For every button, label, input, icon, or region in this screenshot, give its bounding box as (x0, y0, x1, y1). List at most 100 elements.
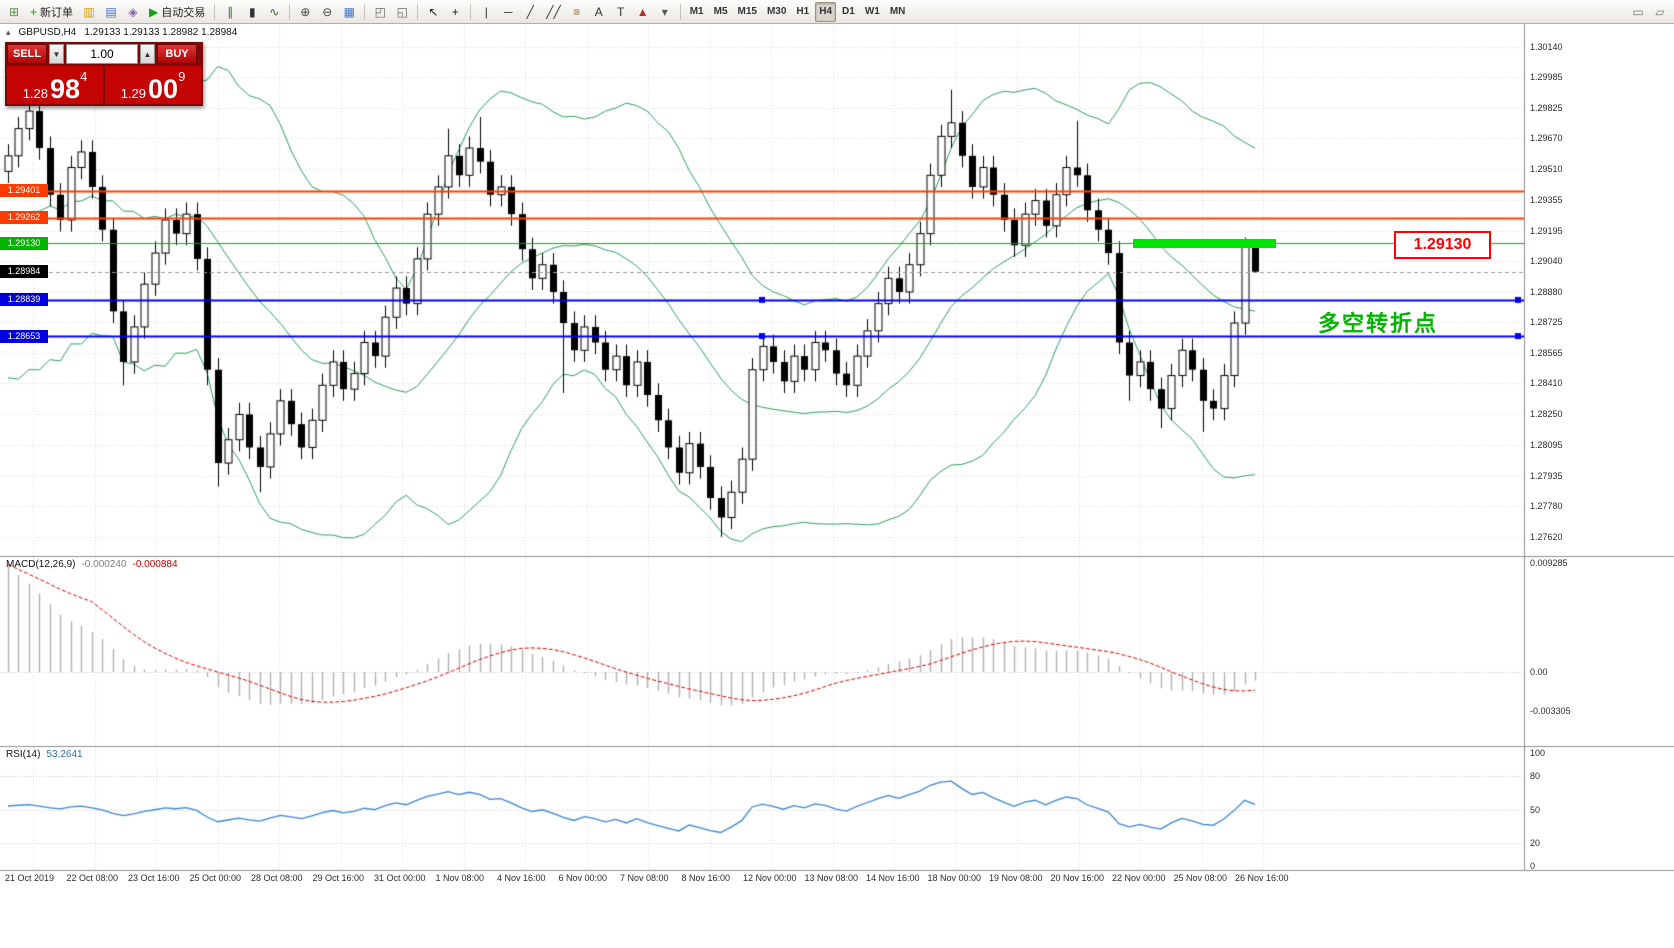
ohlc-bars-button[interactable]: ∥ (220, 2, 240, 22)
buy-button[interactable]: BUY (157, 44, 197, 64)
time-tick: 23 Oct 16:00 (128, 873, 180, 883)
trendline-button[interactable]: ╱ (520, 2, 540, 22)
crosshair-button[interactable]: + (445, 2, 465, 22)
price-tick: 1.29355 (1530, 194, 1563, 205)
price-callout-label[interactable]: 1.29130 (1394, 231, 1491, 259)
window-icon-button-2-icon: ▱ (1655, 4, 1665, 19)
time-tick: 8 Nov 16:00 (681, 873, 731, 883)
toolbar-separator (364, 3, 366, 20)
one-click-controls: SELL ▼ ▲ BUY (7, 44, 201, 64)
time-tick: 13 Nov 08:00 (804, 873, 859, 883)
sell-button[interactable]: SELL (7, 44, 47, 64)
timeframe-m5-button[interactable]: M5 (710, 2, 732, 22)
timeframe-m1-button[interactable]: M1 (686, 2, 708, 22)
text-button[interactable]: A (589, 2, 609, 22)
cascade-windows-button[interactable]: ◱ (392, 2, 412, 22)
trendline-icon: ╱ (526, 4, 534, 19)
auto-trading-label: 自动交易 (161, 6, 206, 19)
data-window-button[interactable]: ▤ (101, 2, 121, 22)
price-tick: 1.29510 (1530, 164, 1563, 175)
shapes-dropdown-button[interactable]: ▾ (655, 2, 675, 22)
new-chart-button[interactable]: ⊞ (4, 2, 24, 22)
price-tick: 1.27620 (1530, 531, 1563, 542)
macd-scale-tick: 0.00 (1530, 666, 1548, 677)
timeframe-h4-button[interactable]: H4 (815, 1, 837, 22)
text-label-button[interactable]: T (611, 2, 631, 22)
auto-scroll-button[interactable]: ▦ (339, 2, 359, 22)
sell-price[interactable]: 1.28 98 4 (7, 66, 103, 104)
new-chart-icon: ⊞ (8, 4, 20, 19)
toolbar-separator (470, 3, 472, 20)
timeframe-m30-button[interactable]: M30 (763, 2, 790, 22)
timeframe-d1-button[interactable]: D1 (838, 2, 859, 22)
auto-trading-button[interactable]: ▶ 自动交易 (145, 2, 209, 22)
price-tag: 1.28984 (0, 265, 48, 279)
line-chart-icon: ∿ (269, 4, 280, 19)
time-tick: 6 Nov 00:00 (558, 873, 608, 883)
price-tick: 1.28880 (1530, 286, 1563, 297)
tile-windows-button[interactable]: ◰ (370, 2, 390, 22)
price-tick: 1.30140 (1530, 41, 1563, 52)
time-tick: 1 Nov 08:00 (435, 873, 485, 883)
volume-decrement-button[interactable]: ▼ (49, 44, 64, 64)
horizontal-line-button[interactable]: ─ (498, 2, 518, 22)
timeframe-mn-button[interactable]: MN (886, 2, 910, 22)
macd-signal-value: -0.000884 (132, 559, 178, 570)
rsi-title: RSI(14) (6, 749, 41, 760)
market-watch-button[interactable]: ▥ (79, 2, 99, 22)
timeframe-w1-label: W1 (864, 6, 880, 17)
shapes-button[interactable]: ▲ (633, 2, 653, 22)
fibonacci-button[interactable]: ≡ (567, 2, 587, 22)
price-tag: 1.28653 (0, 329, 48, 343)
one-click-toggle-icon[interactable]: ▴ (6, 27, 11, 37)
price-tag: 1.29262 (0, 211, 48, 225)
market-watch-icon: ▥ (83, 4, 95, 19)
cn-annotation-text[interactable]: 多空转折点 (1318, 311, 1439, 336)
price-tick: 1.29040 (1530, 255, 1563, 266)
cursor-button[interactable]: ↖ (423, 2, 443, 22)
timeframe-h1-button[interactable]: H1 (792, 2, 813, 22)
volume-increment-button[interactable]: ▲ (140, 44, 155, 64)
timeframe-m15-button[interactable]: M15 (734, 2, 761, 22)
navigator-button[interactable]: ◈ (123, 2, 143, 22)
zoom-out-button[interactable]: ⊖ (317, 2, 337, 22)
channel-icon: ╱╱ (546, 4, 561, 19)
macd-main-value: -0.000240 (81, 559, 127, 570)
rsi-pane[interactable] (0, 747, 1524, 870)
window-icon-button-2[interactable]: ▱ (1650, 2, 1670, 22)
candlestick-button[interactable]: ▮ (242, 2, 262, 22)
macd-pane[interactable] (0, 557, 1524, 746)
volume-input[interactable] (66, 44, 138, 64)
auto-trading-icon: ▶ (149, 4, 159, 19)
zoom-in-icon: ⊕ (300, 4, 311, 19)
buy-price-pip: 9 (178, 69, 186, 84)
macd-title: MACD(12,26,9) (6, 559, 76, 570)
new-order-button[interactable]: + 新订单 (26, 2, 77, 22)
vertical-line-button[interactable]: | (476, 2, 496, 22)
window-icon-button-1[interactable]: ▭ (1628, 2, 1648, 22)
horizontal-line-icon: ─ (503, 4, 513, 19)
price-tick: 1.27780 (1530, 500, 1563, 511)
text-icon: A (594, 4, 603, 19)
toolbar-separator (214, 3, 216, 20)
time-tick: 19 Nov 08:00 (989, 873, 1043, 883)
zoom-in-button[interactable]: ⊕ (295, 2, 315, 22)
rsi-value: 53.2641 (46, 749, 83, 760)
timeframe-w1-button[interactable]: W1 (861, 2, 884, 22)
vertical-line-icon: | (484, 4, 488, 19)
buy-price[interactable]: 1.29 00 9 (105, 66, 201, 104)
time-tick: 25 Nov 08:00 (1173, 873, 1228, 883)
price-chart-pane[interactable] (0, 24, 1524, 556)
line-chart-button[interactable]: ∿ (264, 2, 284, 22)
time-tick: 31 Oct 00:00 (374, 873, 426, 883)
highlight-zone-object[interactable] (1133, 239, 1276, 248)
macd-scale-tick: 0.009285 (1530, 558, 1568, 569)
channel-button[interactable]: ╱╱ (542, 2, 564, 22)
sell-price-prefix: 1.28 (22, 86, 49, 101)
price-tick: 1.28095 (1530, 439, 1563, 450)
symbol-period-label: GBPUSD,H4 (18, 27, 77, 38)
time-tick: 7 Nov 08:00 (620, 873, 669, 883)
time-tick: 22 Nov 00:00 (1112, 873, 1166, 883)
time-tick: 21 Oct 2019 (5, 873, 55, 883)
